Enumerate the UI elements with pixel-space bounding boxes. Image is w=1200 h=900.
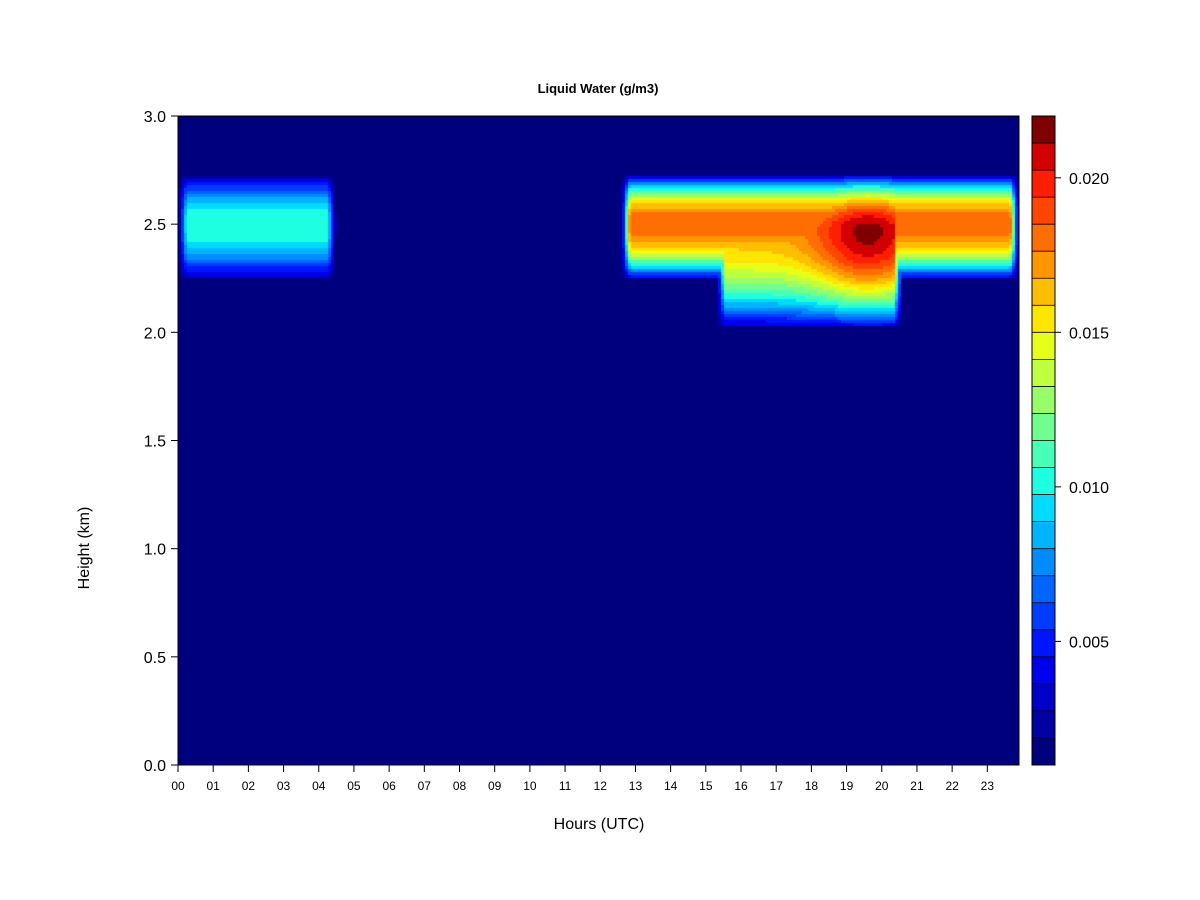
x-tick-label: 12	[594, 779, 608, 793]
y-tick-label: 0.0	[144, 758, 166, 775]
y-tick-label: 0.5	[144, 650, 166, 667]
colorbar-swatch	[1032, 656, 1055, 685]
colorbar-swatch	[1032, 305, 1055, 333]
y-tick-label: 2.0	[144, 325, 166, 342]
x-tick-label: 11	[559, 779, 572, 793]
x-tick-label: 07	[418, 779, 432, 793]
colorbar-swatch	[1032, 251, 1055, 279]
colorbar-frame	[1031, 115, 1056, 766]
colorbar-swatch	[1032, 710, 1055, 739]
x-axis-label: Hours (UTC)	[554, 816, 645, 833]
colorbar: 0.005 0.010 0.015 0.020	[1031, 115, 1109, 766]
colorbar-swatch	[1032, 224, 1055, 252]
x-tick-label: 01	[207, 779, 221, 793]
colorbar-swatch	[1032, 170, 1055, 198]
x-tick-label: 10	[523, 779, 537, 793]
x-tick-label: 13	[629, 779, 643, 793]
colorbar-swatch	[1032, 413, 1055, 441]
x-tick-label: 22	[945, 779, 959, 793]
colorbar-tick-label: 0.010	[1069, 480, 1109, 497]
colorbar-swatch	[1032, 467, 1055, 495]
x-tick-label: 05	[347, 779, 361, 793]
chart-title: Liquid Water (g/m3)	[538, 81, 659, 96]
colorbar-swatch	[1032, 386, 1055, 414]
x-tick-label: 08	[453, 779, 467, 793]
y-tick-label: 1.0	[144, 542, 166, 559]
x-tick-label: 06	[382, 779, 396, 793]
colorbar-swatch	[1032, 197, 1055, 225]
y-tick-label: 1.5	[144, 434, 166, 451]
colorbar-tick-label: 0.015	[1069, 325, 1109, 342]
colorbar-tick-label: 0.020	[1069, 171, 1109, 188]
colorbar-swatch	[1032, 278, 1055, 306]
plot-area	[177, 115, 1020, 766]
colorbar-swatch	[1032, 359, 1055, 387]
x-tick-label: 16	[734, 779, 748, 793]
colorbar-swatch	[1032, 494, 1055, 522]
colorbar-swatch	[1032, 440, 1055, 468]
colorbar-swatch	[1032, 548, 1055, 577]
y-tick-label: 2.5	[144, 217, 166, 234]
colorbar-swatch	[1032, 683, 1055, 712]
x-tick-label: 21	[910, 779, 924, 793]
colorbar-swatch	[1032, 575, 1055, 604]
y-axis-label: Height (km)	[76, 507, 93, 590]
x-tick-label: 00	[171, 779, 185, 793]
y-axis: 0.0 0.5 1.0 1.5 2.0 2.5 3.0	[144, 109, 178, 775]
x-tick-label: 04	[312, 779, 326, 793]
colorbar-swatch	[1032, 332, 1055, 360]
colorbar-swatch	[1032, 737, 1055, 766]
colorbar-tick-label: 0.005	[1069, 634, 1109, 651]
x-tick-label: 15	[699, 779, 713, 793]
y-tick-label: 3.0	[144, 109, 166, 126]
heatmap-image	[178, 116, 1019, 765]
x-tick-label: 09	[488, 779, 502, 793]
x-tick-label: 19	[840, 779, 854, 793]
x-axis: 00 01 02 03 04 05 06 07 08 09 10 11 12 13 14 15 16 17 18 19…	[171, 765, 994, 793]
colorbar-swatch	[1032, 116, 1055, 144]
x-tick-label: 23	[981, 779, 995, 793]
colorbar-swatch	[1032, 143, 1055, 171]
x-tick-label: 20	[875, 779, 889, 793]
x-tick-label: 02	[242, 779, 256, 793]
x-tick-label: 14	[664, 779, 678, 793]
x-tick-label: 18	[805, 779, 819, 793]
colorbar-swatch	[1032, 602, 1055, 631]
x-tick-label: 17	[770, 779, 784, 793]
colorbar-swatch	[1032, 629, 1055, 658]
colorbar-swatch	[1032, 521, 1055, 549]
x-tick-label: 03	[277, 779, 291, 793]
